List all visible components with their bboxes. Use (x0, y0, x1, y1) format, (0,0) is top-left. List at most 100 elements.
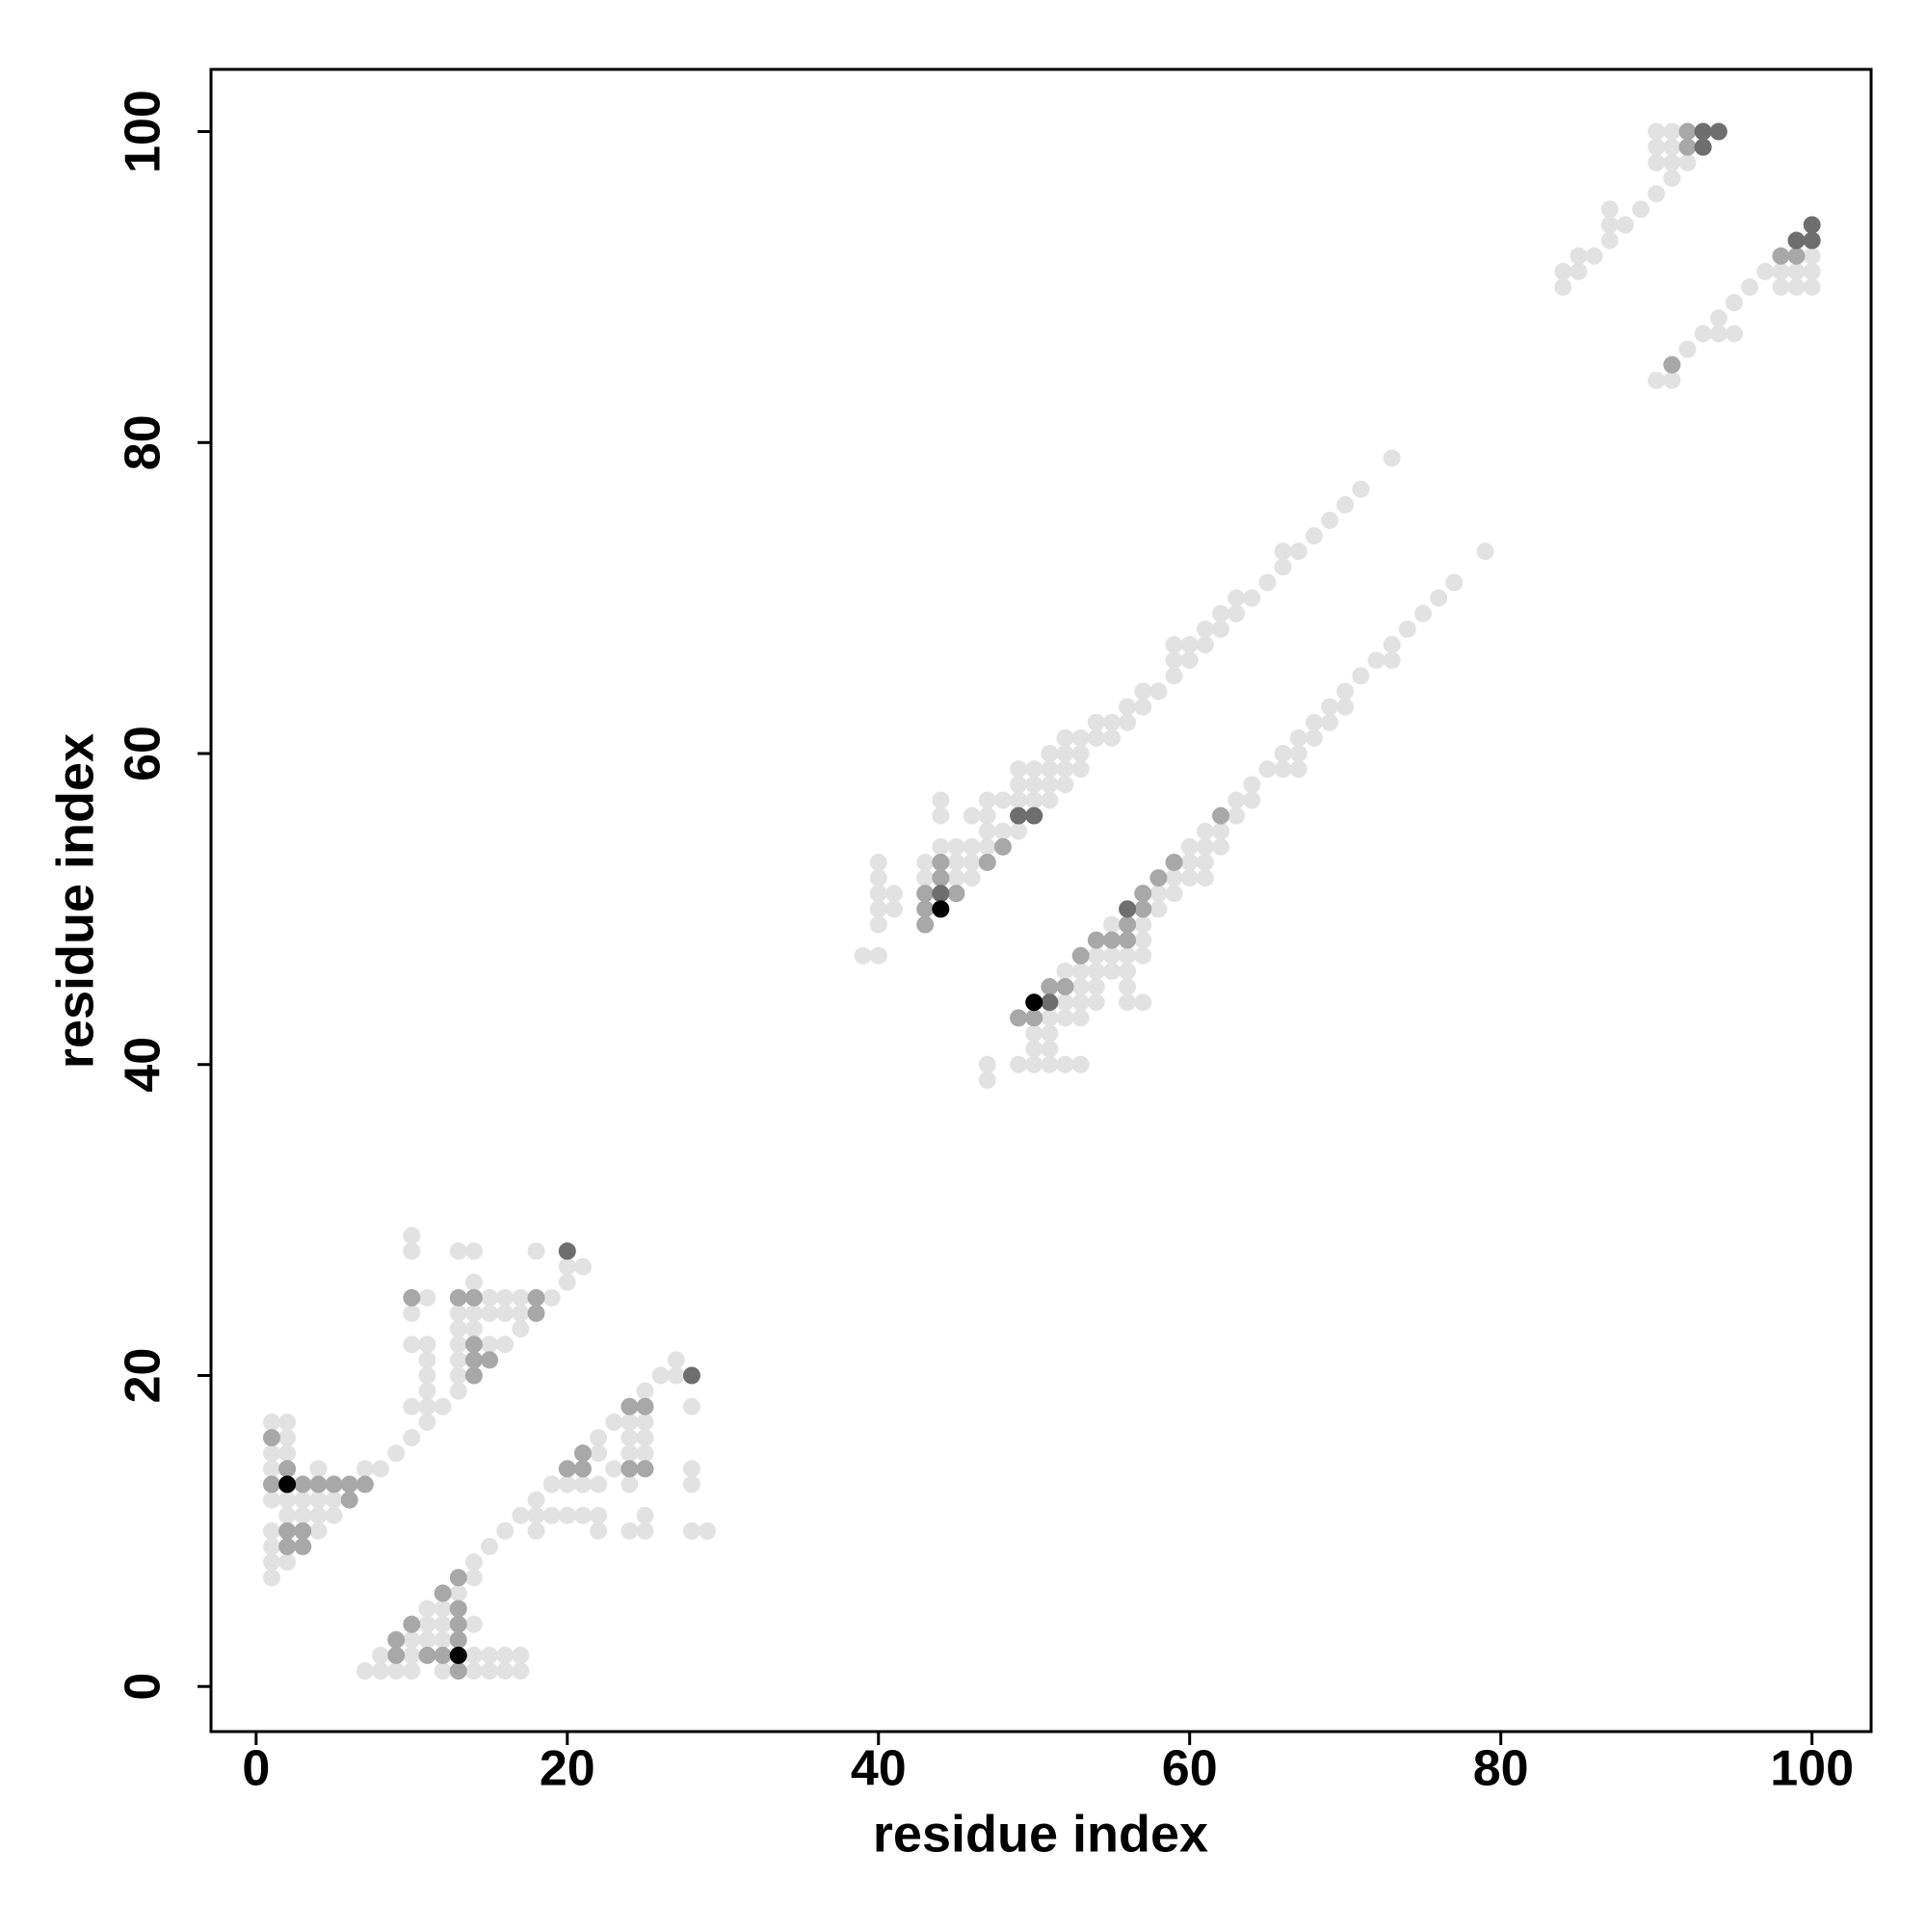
point (464, 1569, 483, 1587)
point (309, 1506, 328, 1524)
point (418, 1413, 436, 1431)
point (403, 1227, 421, 1245)
point (418, 1351, 436, 1369)
point (1336, 682, 1355, 701)
point (963, 837, 981, 856)
point (262, 1413, 280, 1431)
point (947, 837, 965, 856)
x-tick-label: 20 (540, 1741, 595, 1797)
point (993, 837, 1012, 856)
point (1243, 791, 1261, 809)
point (1087, 962, 1105, 980)
y-tick-label: 100 (116, 90, 172, 173)
point (1305, 728, 1323, 747)
point (278, 1522, 297, 1540)
point (1134, 698, 1152, 716)
point (418, 1397, 436, 1416)
point (1056, 776, 1074, 794)
point (403, 1336, 421, 1354)
point (481, 1304, 499, 1322)
point (651, 1366, 670, 1385)
point (932, 807, 950, 825)
point (1056, 728, 1074, 747)
point (1289, 760, 1307, 779)
point (932, 869, 950, 887)
x-tick-label: 100 (1770, 1741, 1854, 1797)
point (963, 869, 981, 887)
point (294, 1537, 312, 1555)
point (1227, 807, 1246, 825)
point (978, 822, 996, 840)
point (1025, 1009, 1043, 1027)
point (1709, 122, 1728, 141)
point (636, 1413, 654, 1431)
y-tick-label: 80 (116, 414, 172, 470)
point (1165, 636, 1183, 654)
point (1243, 589, 1261, 607)
point (1087, 946, 1105, 965)
point (1134, 682, 1152, 701)
point (464, 1273, 483, 1291)
point (1352, 667, 1370, 685)
point (916, 869, 935, 887)
point (932, 853, 950, 871)
point (1134, 931, 1152, 949)
point (512, 1304, 530, 1322)
point (496, 1646, 515, 1664)
point (527, 1288, 545, 1307)
point (1165, 869, 1183, 887)
point (869, 900, 887, 918)
point (978, 807, 996, 825)
x-tick-label: 80 (1473, 1741, 1529, 1797)
point (527, 1506, 545, 1524)
point (1803, 262, 1821, 280)
point (1025, 993, 1043, 1012)
point (481, 1662, 499, 1681)
point (434, 1630, 452, 1649)
point (464, 1320, 483, 1338)
point (1678, 122, 1697, 141)
point (978, 1071, 996, 1089)
plot-frame (209, 67, 1873, 1734)
point (464, 1304, 483, 1322)
point (1212, 620, 1230, 638)
point (372, 1460, 390, 1478)
point (636, 1382, 654, 1400)
point (403, 1288, 421, 1307)
point (993, 822, 1012, 840)
point (464, 1366, 483, 1385)
point (1025, 791, 1043, 809)
point (1165, 885, 1183, 903)
point (1648, 122, 1666, 141)
x-tick-label: 0 (242, 1741, 270, 1797)
point (1025, 1055, 1043, 1073)
point (1119, 978, 1137, 996)
point (262, 1475, 280, 1494)
point (418, 1366, 436, 1385)
point (636, 1506, 654, 1524)
point (1025, 776, 1043, 794)
point (403, 1630, 421, 1649)
point (1056, 1009, 1074, 1027)
point (869, 946, 887, 965)
point (340, 1475, 358, 1494)
point (434, 1646, 452, 1664)
point (1663, 153, 1681, 172)
point (464, 1553, 483, 1572)
point (1041, 1055, 1059, 1073)
point (512, 1646, 530, 1664)
point (481, 1537, 499, 1555)
point (387, 1630, 406, 1649)
point (682, 1460, 700, 1478)
point (1025, 1040, 1043, 1058)
point (1787, 231, 1806, 250)
point (1119, 713, 1137, 731)
point (1134, 993, 1152, 1012)
point (1321, 713, 1339, 731)
x-axis-label: residue index (873, 1805, 1208, 1863)
point (1663, 356, 1681, 374)
point (916, 915, 935, 934)
point (558, 1242, 576, 1260)
point (325, 1506, 343, 1524)
